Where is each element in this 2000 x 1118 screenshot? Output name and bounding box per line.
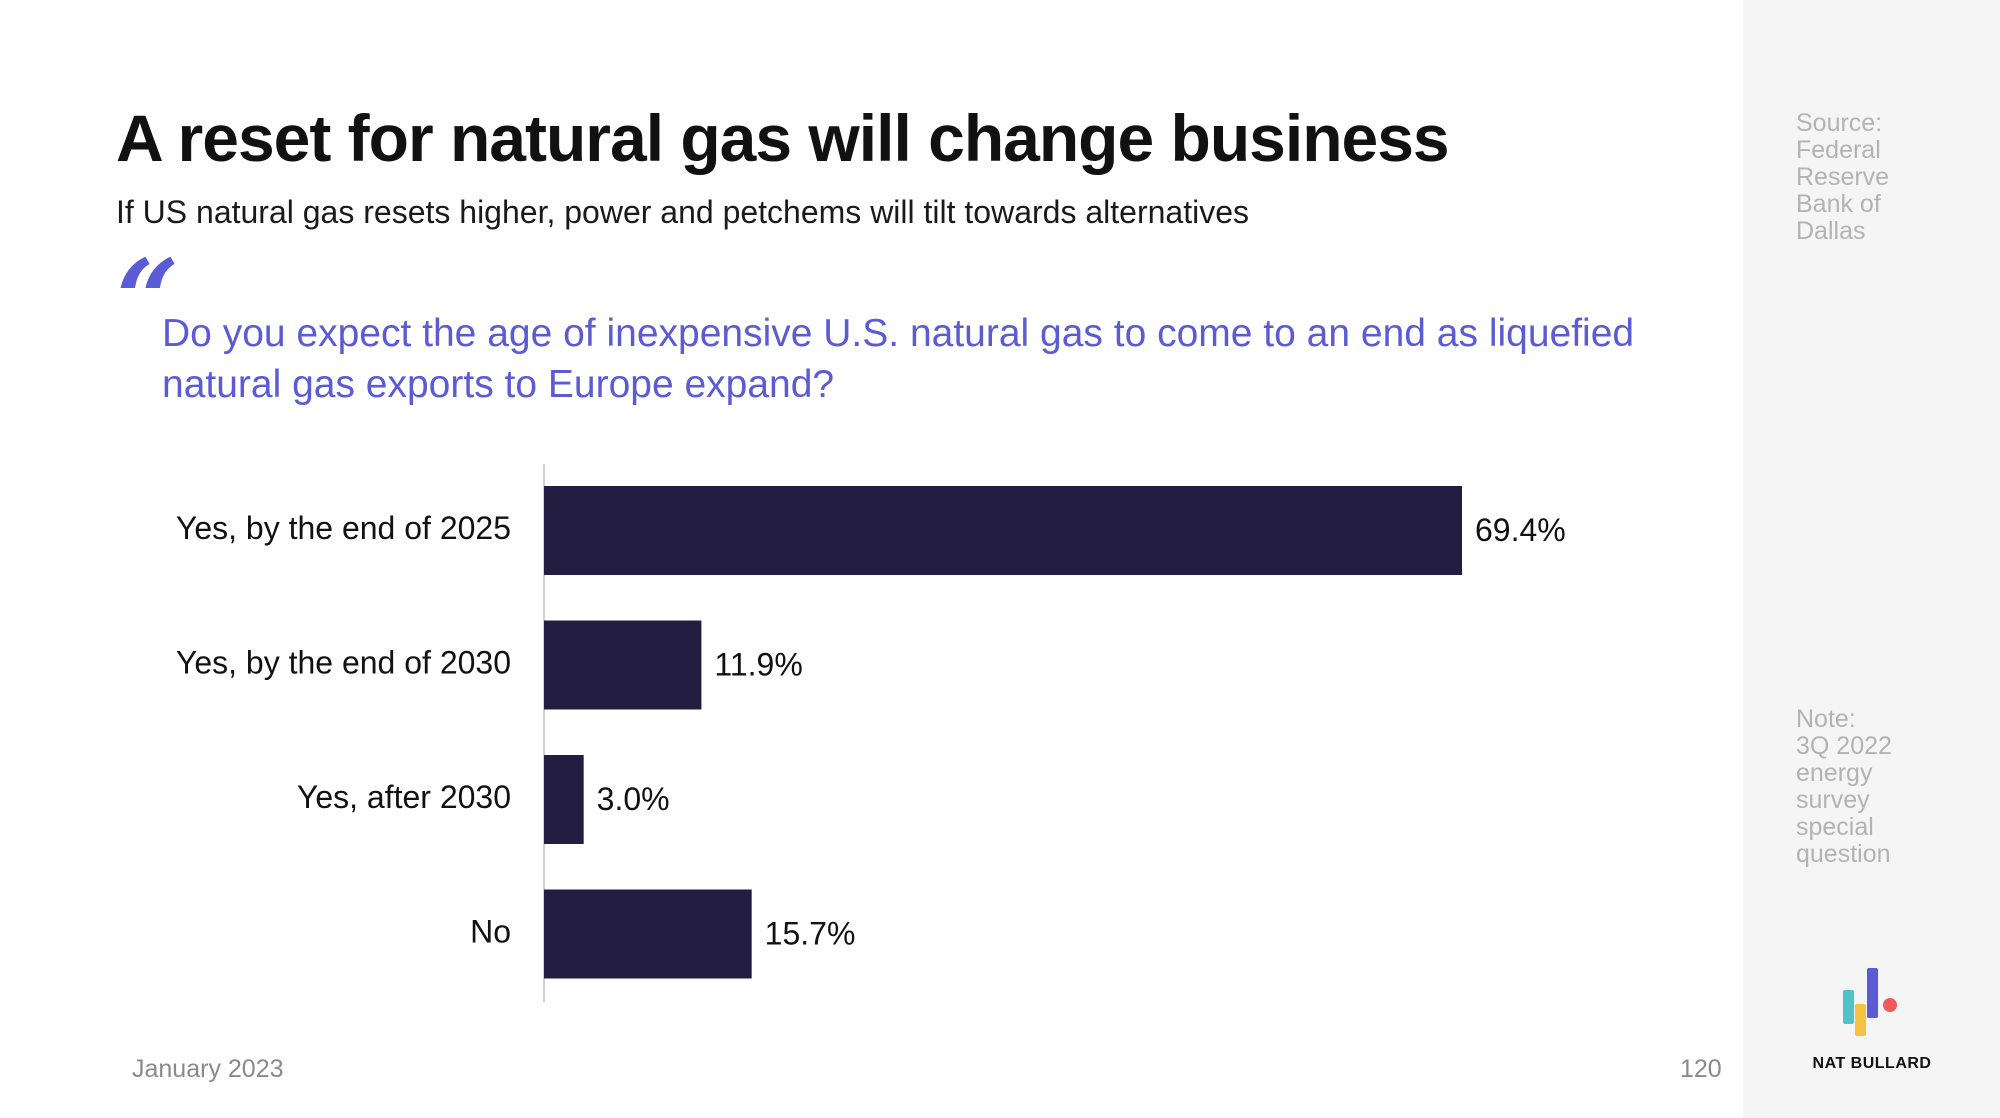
slide-subtitle: If US natural gas resets higher, power a… bbox=[116, 194, 1249, 230]
category-label: No bbox=[470, 913, 511, 949]
note-line: 3Q 2022 bbox=[1796, 732, 1892, 760]
brand-name: NAT BULLARD bbox=[1812, 1055, 1932, 1072]
category-label: Yes, by the end of 2030 bbox=[176, 644, 511, 680]
bar bbox=[544, 486, 1462, 575]
note-line: survey bbox=[1796, 786, 1870, 814]
bar-chart: Yes, by the end of 2025 69.4% Yes, by the … bbox=[176, 464, 1566, 1002]
survey-question: Do you expect the age of inexpensive U.S… bbox=[162, 312, 1635, 406]
data-label: 3.0% bbox=[597, 781, 670, 817]
category-label: Yes, after 2030 bbox=[297, 779, 511, 815]
source-note: Source: Federal Reserve Bank of Dallas bbox=[1796, 110, 1986, 245]
data-label: 15.7% bbox=[765, 915, 856, 951]
logo-dot-red bbox=[1883, 998, 1897, 1012]
source-line: Bank of bbox=[1796, 190, 1881, 218]
quote-mark-icon: “ bbox=[116, 235, 180, 364]
brand-logo-icon bbox=[1843, 968, 1897, 1036]
logo-bar-teal bbox=[1843, 990, 1854, 1024]
logo-bar-purple bbox=[1867, 968, 1878, 1018]
chart-note: Note: 3Q 2022 energy survey special ques… bbox=[1796, 706, 1986, 868]
bar bbox=[544, 889, 752, 979]
source-line: Dallas bbox=[1796, 217, 1866, 245]
bar bbox=[544, 620, 702, 710]
note-line: energy bbox=[1796, 759, 1873, 787]
source-line: Reserve bbox=[1796, 163, 1890, 191]
bar bbox=[544, 755, 584, 844]
note-line: special bbox=[1796, 813, 1874, 841]
page-number: 120 bbox=[1680, 1055, 1722, 1083]
source-line: Source: bbox=[1796, 109, 1883, 137]
data-label: 69.4% bbox=[1475, 512, 1566, 548]
side-panel bbox=[1743, 0, 2000, 1118]
source-line: Federal bbox=[1796, 136, 1881, 164]
data-label: 11.9% bbox=[714, 646, 802, 682]
category-label: Yes, by the end of 2025 bbox=[176, 510, 511, 546]
footer-date: January 2023 bbox=[132, 1055, 284, 1083]
note-line: question bbox=[1796, 840, 1891, 868]
slide-title: A reset for natural gas will change busi… bbox=[116, 101, 1450, 175]
logo-bar-yellow bbox=[1855, 1004, 1866, 1036]
note-line: Note: bbox=[1796, 705, 1856, 733]
